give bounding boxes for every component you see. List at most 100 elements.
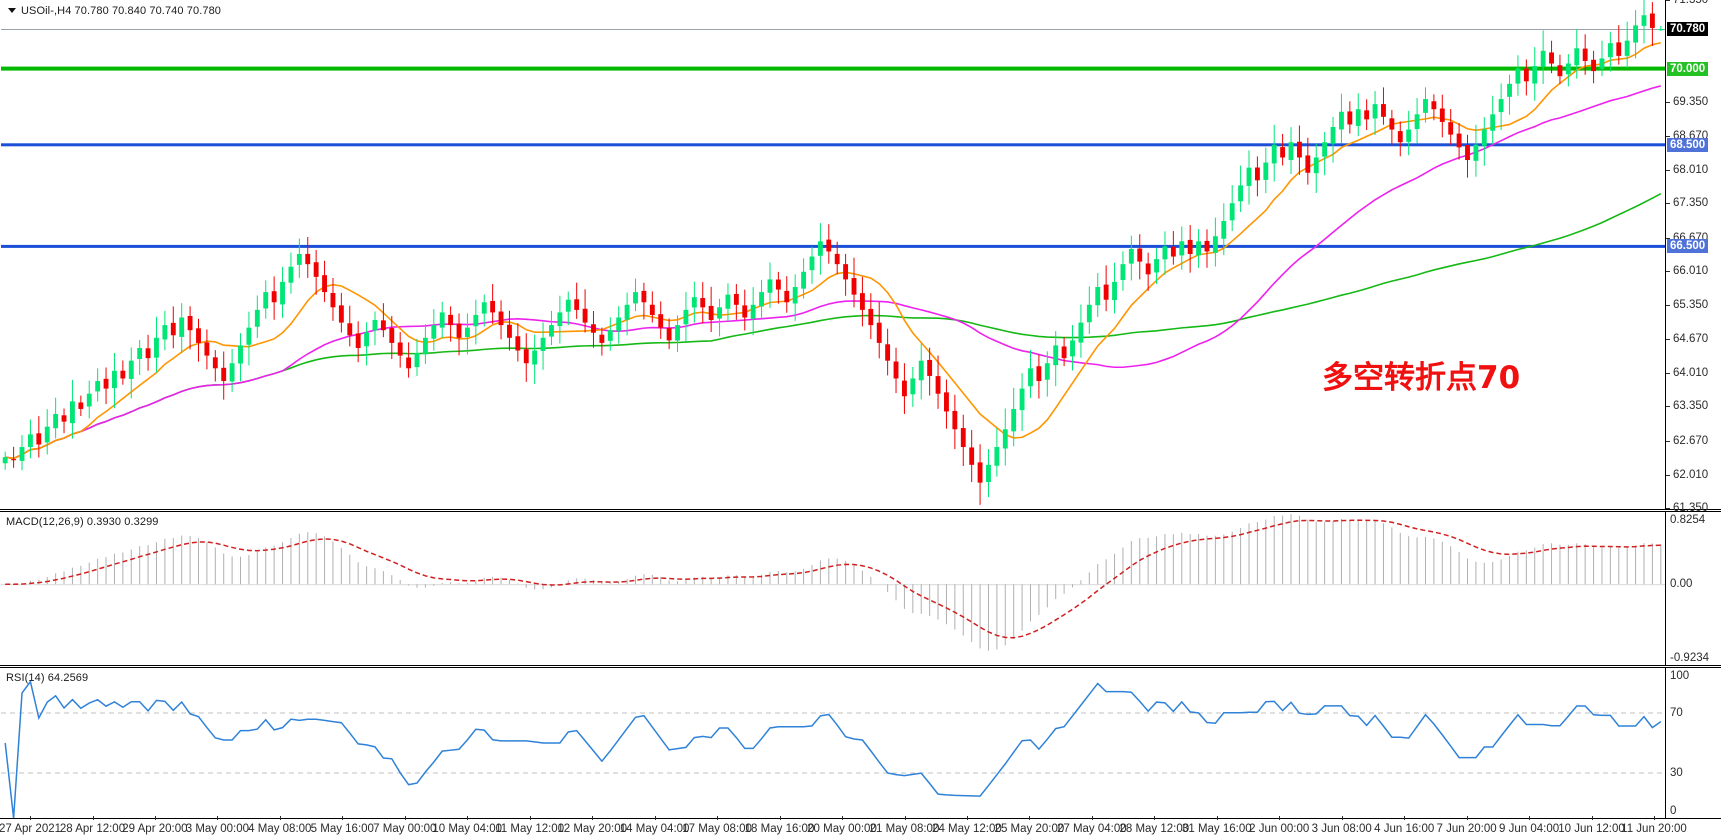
- axis-tickmark: [1666, 271, 1670, 273]
- ma-slow-green: [5, 192, 1662, 460]
- macd-signal-line: [5, 519, 1661, 639]
- time-tickmark: [904, 816, 906, 820]
- axis-tickmark: [1666, 101, 1670, 103]
- time-tickmark: [1341, 816, 1343, 820]
- rsi-tick-100: 100: [1670, 670, 1690, 682]
- axis-tickmark: [1666, 440, 1670, 442]
- price-tag-66-500: 66.500: [1667, 239, 1709, 254]
- macd-plot-area[interactable]: [1, 512, 1665, 665]
- time-tickmark: [1404, 816, 1406, 820]
- rsi-plot-area[interactable]: [1, 668, 1665, 818]
- time-label: 11 May 12:00: [495, 823, 565, 835]
- time-tickmark: [842, 816, 843, 820]
- macd-tick-09234: -0.9234: [1670, 652, 1710, 664]
- time-label: 9 Jun 04:00: [1499, 823, 1560, 835]
- price-axis: 71.350 70.780 70.000 69.350 68.670 68.500 68.0…: [1665, 0, 1721, 514]
- price-tick-71-350: 71.350: [1673, 0, 1709, 6]
- price-tick-69-350: 69.350: [1673, 95, 1709, 108]
- time-tickmark: [217, 816, 219, 820]
- chart-annotation: 多空转折点70: [1322, 360, 1521, 396]
- price-tick-64-010: 64.010: [1673, 366, 1709, 379]
- level-line-last: [1, 29, 1665, 30]
- macd-tick-000: 0.00: [1670, 578, 1693, 591]
- macd-tick-08254: 0.8254: [1670, 514, 1706, 526]
- time-label: 3 Jun 08:00: [1311, 823, 1372, 835]
- time-tickmark: [279, 816, 281, 820]
- level-line-70000: [1, 66, 1665, 71]
- time-label: 17 May 08:00: [682, 823, 752, 835]
- macd-panel: 0.8254 0.00 -0.9234: [0, 511, 1721, 666]
- price-plot-area[interactable]: [1, 0, 1665, 508]
- time-label: 27 Apr 2021: [0, 823, 62, 835]
- time-label: 12 May 20:00: [557, 823, 628, 835]
- time-tickmark: [654, 816, 656, 820]
- time-label: 5 May 16:00: [310, 823, 374, 835]
- time-tickmark: [592, 816, 594, 820]
- price-svg: [1, 0, 1665, 505]
- rsi-panel: 100 70 30 0: [0, 667, 1721, 819]
- time-label: 24 May 12:00: [932, 823, 1002, 835]
- time-label: 10 Jun 12:00: [1558, 823, 1625, 835]
- axis-tickmark: [1666, 508, 1670, 509]
- price-panel: 71.350 70.780 70.000 69.350 68.670 68.500 68.0…: [0, 0, 1721, 514]
- axis-tickmark: [1666, 136, 1670, 138]
- price-tag-70-000: 70.000: [1667, 61, 1709, 76]
- time-tickmark: [1529, 816, 1531, 820]
- time-tickmark: [342, 816, 344, 820]
- time-tickmark: [92, 816, 94, 820]
- axis-tickmark: [1666, 0, 1670, 1]
- axis-tickmark: [1666, 339, 1670, 341]
- macd-histogram: [13, 514, 1662, 651]
- rsi-svg: [1, 679, 1665, 818]
- axis-tickmark: [1666, 304, 1670, 306]
- candle-series: [2, 0, 1664, 505]
- time-tickmark: [30, 816, 31, 820]
- time-label: 4 May 08:00: [248, 823, 312, 835]
- rsi-tick-0: 0: [1670, 805, 1677, 817]
- time-tickmark: [717, 816, 719, 820]
- time-label: 10 May 04:00: [432, 823, 503, 835]
- ma-fast-orange: [5, 41, 1661, 460]
- time-label: 11 Jun 20:00: [1621, 823, 1687, 835]
- time-label: 4 Jun 16:00: [1374, 823, 1435, 835]
- axis-tickmark: [1666, 237, 1670, 239]
- rsi-tick-70: 70: [1670, 707, 1683, 719]
- time-tickmark: [1029, 816, 1031, 820]
- time-label: 18 May 16:00: [744, 823, 815, 835]
- macd-zero-line: [1, 584, 1665, 586]
- time-label: 3 May 00:00: [185, 823, 250, 835]
- time-axis: 27 Apr 2021 28 Apr 12:00 29 Apr 20:00 3 May…: [0, 816, 1721, 839]
- axis-tickmark: [1666, 203, 1670, 205]
- axis-tickmark: [1666, 474, 1670, 476]
- price-tick-66-010: 66.010: [1673, 265, 1709, 278]
- macd-label: MACD(12,26,9) 0.3930 0.3299: [6, 516, 159, 528]
- time-label: 28 May 12:00: [1119, 823, 1190, 835]
- level-line-66500: [1, 244, 1665, 248]
- axis-tickmark: [1666, 372, 1670, 374]
- rsi-label: RSI(14) 64.2569: [6, 672, 89, 684]
- time-tickmark: [467, 816, 469, 820]
- time-label: 7 May 00:00: [373, 823, 437, 835]
- time-label: 20 May 00:00: [807, 823, 877, 835]
- price-tick-64-670: 64.670: [1673, 333, 1709, 346]
- price-tick-68-010: 68.010: [1673, 163, 1709, 176]
- time-tickmark: [1091, 816, 1093, 820]
- time-tickmark: [1591, 816, 1593, 820]
- time-tickmark: [154, 816, 156, 820]
- time-label: 29 Apr 20:00: [122, 823, 188, 835]
- rsi-axis: 100 70 30 0: [1665, 668, 1721, 818]
- caret-down-icon[interactable]: [8, 7, 16, 13]
- time-tickmark: [1654, 816, 1655, 820]
- rsi-tick-30: 30: [1670, 767, 1683, 779]
- level-line-68500: [1, 143, 1665, 147]
- time-tickmark: [1466, 816, 1468, 820]
- time-label: 28 Apr 12:00: [59, 823, 126, 835]
- symbol-header[interactable]: USOil-,H4 70.780 70.840 70.740 70.780: [8, 5, 221, 17]
- symbol-header-label: USOil-,H4 70.780 70.840 70.740 70.780: [21, 5, 222, 17]
- axis-tickmark: [1666, 406, 1670, 408]
- price-tick-62-670: 62.670: [1673, 434, 1709, 447]
- time-label: 27 May 04:00: [1056, 823, 1127, 835]
- price-tag-68-500: 68.500: [1667, 137, 1709, 152]
- time-tickmark: [1216, 816, 1218, 820]
